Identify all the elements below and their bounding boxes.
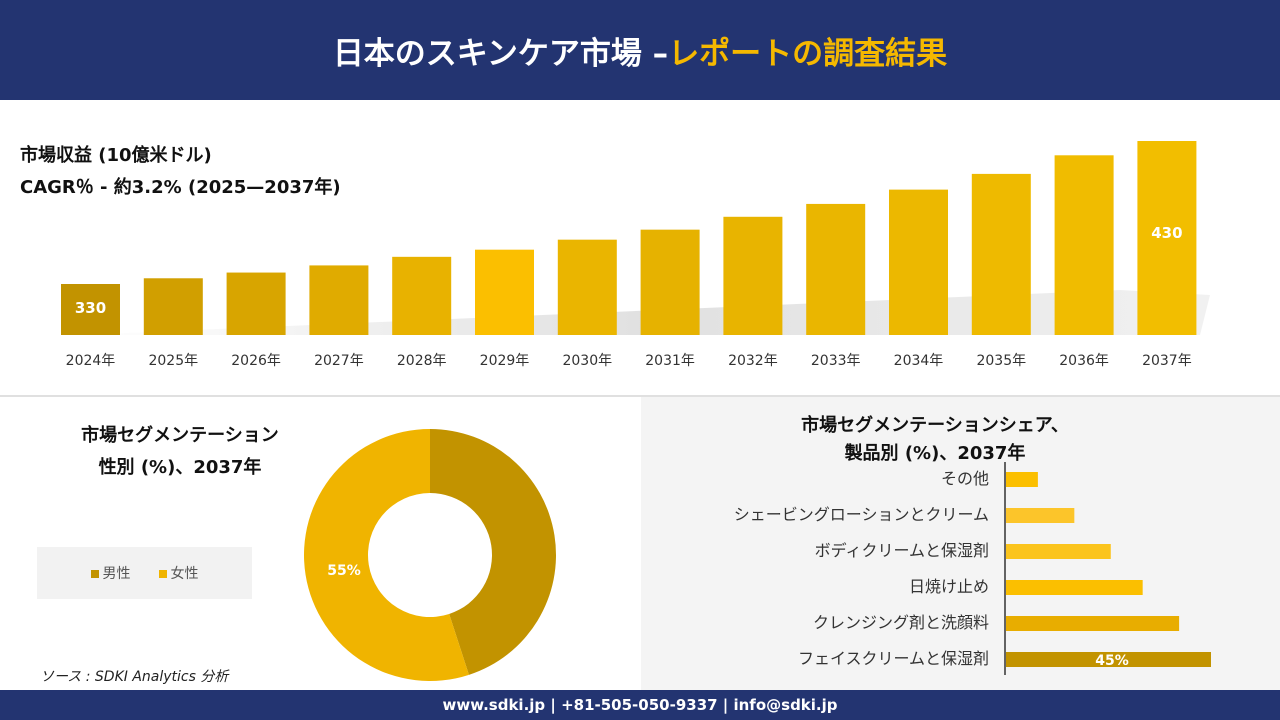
gender-chart-title: 市場セグメンテーション 性別 (%)、2037年: [20, 420, 340, 484]
product-bar: [1006, 580, 1143, 595]
bar-data-label: 430: [1151, 224, 1182, 242]
title-accent: レポートの調査結果: [668, 35, 948, 72]
product-category-label: ボディクリームと保湿剤: [815, 541, 989, 560]
year-tick-label: 2034年: [894, 353, 944, 369]
revenue-bar: [1137, 141, 1197, 335]
product-bar: [1006, 652, 1211, 667]
divider: [0, 395, 1280, 397]
revenue-bar: [226, 272, 286, 335]
product-panel: [641, 397, 1280, 690]
revenue-bar: [309, 265, 369, 335]
product-category-label: クレンジング剤と洗顔料: [813, 613, 989, 632]
source-note: ソース : SDKI Analytics 分析: [40, 669, 229, 685]
year-tick-label: 2028年: [397, 353, 447, 369]
year-tick-label: 2027年: [314, 353, 364, 369]
product-bar: [1006, 472, 1038, 487]
revenue-bar: [143, 278, 203, 335]
year-tick-label: 2029年: [480, 353, 530, 369]
revenue-bar: [640, 229, 700, 335]
footer-contact: www.sdki.jp | +81-505-050-9337 | info@sd…: [0, 690, 1280, 720]
revenue-bar: [806, 203, 866, 335]
revenue-titles: 市場収益 (10億米ドル) CAGR％ - 約3.2% (2025—2037年): [20, 140, 341, 204]
cagr-text: CAGR％ - 約3.2% (2025—2037年): [20, 177, 341, 198]
legend-swatch-male: [90, 570, 99, 578]
bar-data-label: 330: [75, 299, 106, 317]
product-chart-title: 市場セグメンテーションシェア、 製品別 (%)、2037年: [760, 412, 1110, 468]
revenue-bar: [1054, 155, 1114, 335]
legend-female-label: 女性: [170, 566, 199, 582]
donut-data-label: 55%: [327, 563, 361, 579]
revenue-bar: [971, 173, 1031, 335]
product-title-line2: 製品別 (%)、2037年: [844, 443, 1026, 464]
product-category-label: フェイスクリームと保湿剤: [798, 649, 989, 668]
year-tick-label: 2025年: [148, 353, 198, 369]
revenue-bar: [889, 189, 948, 335]
year-tick-label: 2030年: [562, 353, 612, 369]
revenue-bar: [475, 249, 534, 335]
legend-male-label: 男性: [102, 566, 131, 582]
bar-data-label: 45%: [1095, 653, 1129, 669]
product-category-label: 日焼け止め: [909, 577, 989, 596]
gender-title-line1: 市場セグメンテーション: [81, 425, 279, 446]
gender-legend: 男性 女性: [37, 547, 252, 599]
revenue-title: 市場収益 (10億米ドル): [20, 145, 212, 166]
product-category-label: その他: [941, 469, 989, 488]
year-tick-label: 2037年: [1142, 353, 1192, 369]
product-title-line1: 市場セグメンテーションシェア、: [801, 415, 1069, 436]
header-banner: 日本のスキンケア市場 – レポートの調査結果: [0, 0, 1280, 100]
revenue-bar: [61, 284, 120, 335]
gender-title-line2: 性別 (%)、2037年: [98, 457, 262, 478]
year-tick-label: 2033年: [811, 353, 861, 369]
year-tick-label: 2024年: [66, 353, 116, 369]
product-bar: [1006, 616, 1180, 631]
year-tick-label: 2031年: [645, 353, 695, 369]
year-tick-label: 2036年: [1059, 353, 1109, 369]
title-main: 日本のスキンケア市場 –: [332, 35, 669, 72]
legend-female: 女性: [158, 563, 199, 583]
donut-slice-female: [304, 429, 469, 681]
year-tick-label: 2032年: [728, 353, 778, 369]
product-bar-chart: その他シェービングローションとクリームボディクリームと保湿剤日焼け止めクレンジン…: [734, 462, 1211, 675]
legend-swatch-female: [158, 570, 167, 578]
revenue-bar-chart: 2024年 330 2025年 2026年 2027年 2028年 2029年 2030年 20…: [61, 141, 1210, 369]
year-tick-label: 2026年: [231, 353, 281, 369]
legend-male: 男性: [90, 563, 131, 583]
gender-donut-chart: 55%: [304, 429, 557, 681]
donut-slice-male: [430, 429, 557, 675]
product-category-label: シェービングローションとクリーム: [734, 505, 989, 524]
product-bar: [1006, 508, 1075, 523]
revenue-bar: [557, 239, 617, 335]
year-tick-label: 2035年: [976, 353, 1026, 369]
product-bar: [1006, 544, 1111, 559]
revenue-bar: [392, 256, 452, 335]
revenue-bar: [723, 216, 783, 335]
